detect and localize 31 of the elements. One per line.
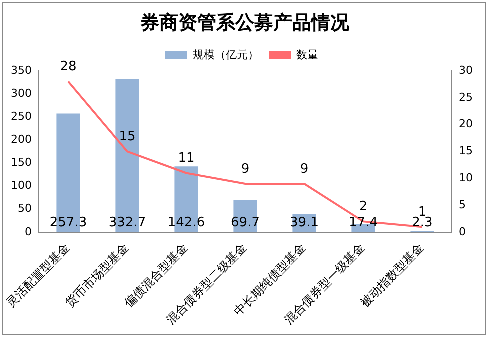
y-tick-label: 350 [10, 64, 32, 77]
y-tick-label: 100 [10, 179, 32, 192]
chart-title: 券商资管系公募产品情况 [139, 11, 350, 36]
y-tick-label: 150 [10, 156, 32, 170]
y-tick-label: 300 [10, 86, 32, 100]
data-label: 9 [300, 162, 309, 177]
data-label: 39.1 [290, 215, 319, 230]
data-label: 2.3 [412, 215, 433, 230]
data-label: 15 [119, 130, 136, 145]
data-label: 28 [60, 60, 77, 75]
y2-tick-label: 15 [459, 144, 474, 158]
data-label: 69.7 [231, 215, 260, 230]
y2-tick-label: 10 [459, 171, 474, 184]
y-tick-label: 0 [24, 225, 32, 238]
y2-tick-label: 20 [459, 118, 474, 131]
data-label: 2 [359, 200, 368, 215]
data-label: 257.3 [50, 215, 88, 230]
y2-tick-label: 0 [459, 225, 466, 238]
legend-label: 规模（亿元） [193, 48, 259, 62]
y2-tick-label: 30 [459, 64, 474, 77]
y2-tick-label: 25 [459, 90, 474, 104]
legend-label: 数量 [296, 48, 318, 62]
y-tick-label: 200 [10, 133, 32, 146]
data-label: 332.7 [108, 215, 146, 230]
y2-tick-label: 5 [459, 198, 466, 212]
y-tick-label: 50 [18, 202, 32, 216]
y-tick-label: 250 [10, 110, 32, 123]
data-label: 9 [241, 162, 250, 177]
data-label: 142.6 [168, 215, 206, 230]
data-label: 17.4 [349, 215, 378, 230]
data-label: 11 [178, 151, 195, 166]
